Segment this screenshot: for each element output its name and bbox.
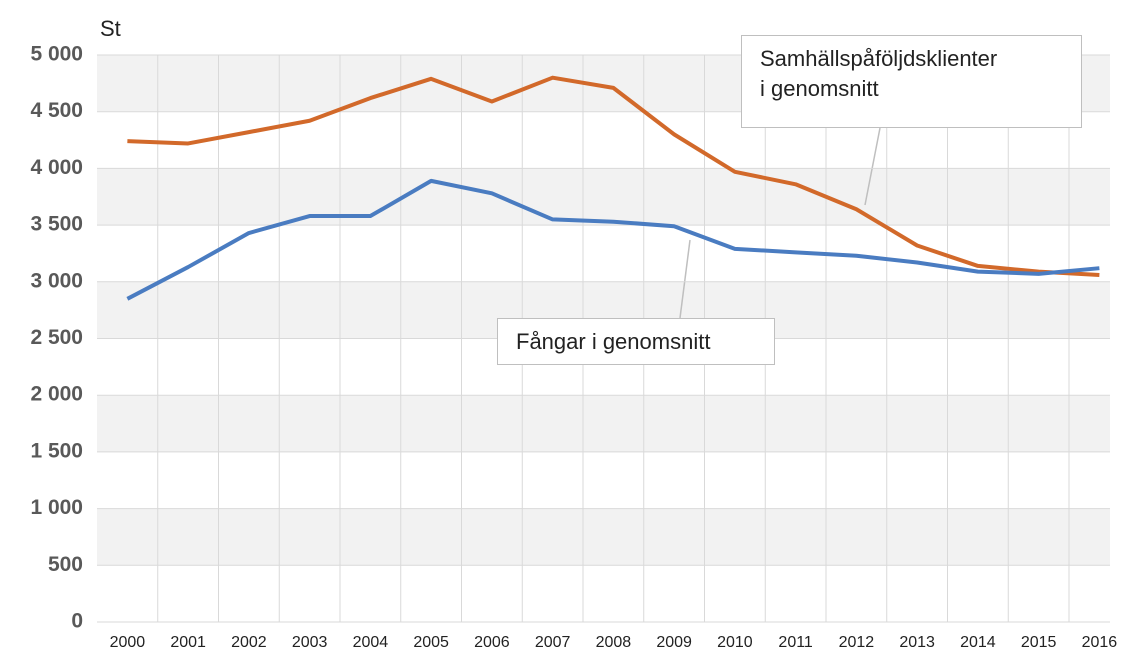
x-tick-label: 2001: [170, 634, 206, 651]
callout-pointer: [679, 239, 691, 319]
y-tick-label: 500: [48, 553, 83, 576]
x-tick-label: 2011: [778, 634, 813, 651]
x-tick-label: 2016: [1082, 634, 1118, 651]
x-tick-label: 2002: [231, 634, 267, 651]
y-tick-label: 3 000: [30, 269, 83, 292]
y-tick-label: 0: [71, 610, 83, 633]
y-tick-label: 4 000: [30, 156, 83, 179]
y-tick-label: 3 500: [30, 213, 83, 236]
x-tick-label: 2010: [717, 634, 753, 651]
x-tick-label: 2008: [596, 634, 632, 651]
series-line: [126, 178, 1100, 301]
x-tick-label: 2013: [899, 634, 935, 651]
series-line: [127, 75, 1100, 277]
x-tick-label: 2007: [535, 634, 571, 651]
x-tick-label: 2005: [413, 634, 449, 651]
y-tick-label: 2 500: [30, 326, 83, 349]
x-tick-label: 2009: [656, 634, 692, 651]
x-tick-label: 2014: [960, 634, 996, 651]
x-tick-label: 2006: [474, 634, 510, 651]
y-tick-label: 5 000: [30, 43, 83, 66]
callout-pointer: [864, 127, 881, 206]
grid-band: [97, 508, 1110, 566]
x-tick-label: 2004: [353, 634, 389, 651]
y-tick-label: 2 000: [30, 383, 83, 406]
x-tick-label: 2000: [110, 634, 146, 651]
series-callout: Samhällspåföljdsklienter i genomsnitt: [741, 35, 1082, 128]
x-tick-label: 2012: [839, 634, 875, 651]
y-tick-label: 4 500: [30, 99, 83, 122]
x-tick-label: 2015: [1021, 634, 1057, 651]
series-callout: Fångar i genomsnitt: [497, 318, 775, 365]
x-tick-label: 2003: [292, 634, 328, 651]
grid-band: [97, 395, 1110, 452]
y-axis-label: St: [100, 16, 121, 41]
y-tick-label: 1 500: [30, 439, 83, 462]
y-tick-label: 1 000: [30, 496, 83, 519]
grid-band: [97, 168, 1110, 226]
